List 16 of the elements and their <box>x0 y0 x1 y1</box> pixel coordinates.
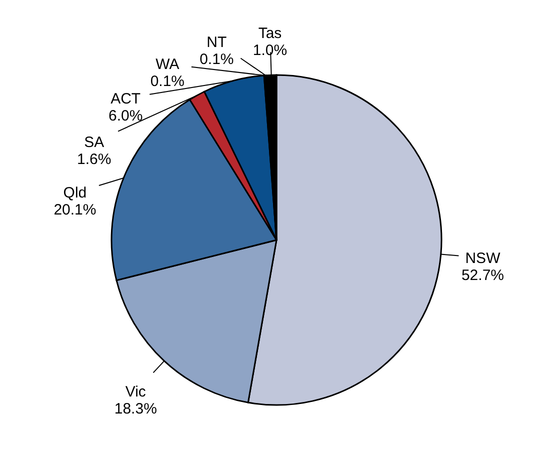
data-label: 0.1% <box>150 73 185 90</box>
slice-label: NSW <box>465 250 502 267</box>
data-label: 1.6% <box>76 151 112 168</box>
data-label: 20.1% <box>54 202 96 219</box>
slice-label: NT <box>206 34 227 51</box>
data-label: 52.7% <box>461 266 504 284</box>
slice-label: WA <box>156 56 180 74</box>
slice-label: ACT <box>110 90 141 108</box>
slice-label: Vic <box>125 384 146 401</box>
data-label: 1.0% <box>252 42 288 60</box>
slice-label: Qld <box>63 184 87 202</box>
data-label: 6.0% <box>108 107 143 124</box>
data-label: 0.1% <box>200 50 234 68</box>
data-label: 18.3% <box>114 400 157 418</box>
slice-label: SA <box>84 134 104 152</box>
slice-label: Tas <box>258 25 282 42</box>
